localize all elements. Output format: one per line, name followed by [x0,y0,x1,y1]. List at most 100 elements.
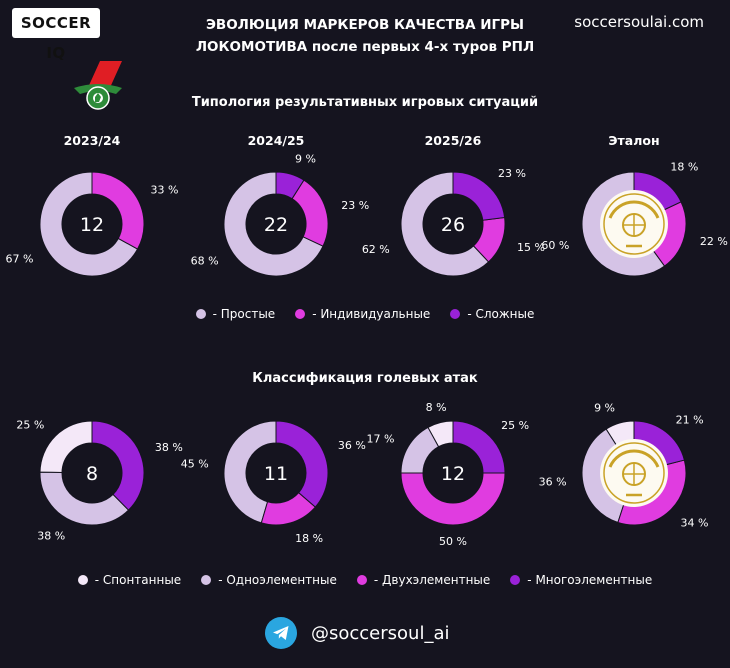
donut-slice-individual [291,179,329,247]
legend-item-individual: - Индивидуальные [295,307,430,321]
data-label: 21 % [676,413,704,426]
telegram-icon[interactable] [265,617,297,649]
club-world-cup-badge [600,439,668,507]
badge-arc-text [608,200,660,219]
badge-ring [603,442,665,504]
data-label: 9 % [594,402,615,415]
donut-hole [424,195,482,253]
donut-hole [424,444,482,502]
legend-dot-one-element [201,575,212,585]
data-label: 50 % [439,535,467,548]
website-link[interactable]: soccersoulai.com [574,13,704,31]
data-label: 18 % [670,161,698,174]
donut-slice-individual [472,216,506,263]
legend-dot-spontaneous [77,575,88,585]
donut-hole [63,444,121,502]
data-label: 62 % [362,243,390,256]
badge-ring [603,193,665,255]
donut-hole [63,195,121,253]
season-label-2: 2024/25 [247,133,305,148]
section1-title: Типология результативных игровых ситуаци… [191,95,539,110]
legend-label-one-element: - Одноэлементные [218,573,337,587]
legend-item-one-element: - Одноэлементные [201,573,337,587]
data-label: 25 % [16,419,44,432]
center-value: 12 [80,214,104,236]
page-title-line1: ЭВОЛЮЦИЯ МАРКЕРОВ КАЧЕСТВА ИГРЫ [206,17,524,33]
lokomotiv-logo [74,61,122,110]
legend-label-complex: - Сложные [467,307,535,321]
data-label: 23 % [498,167,526,180]
soccer-iq-logo: SOCCER IQ [12,8,100,62]
legend-attacks: - Спонтанные - Одноэлементные - Двухэлем… [0,573,730,587]
legend-dot-individual [295,309,306,319]
data-label: 15 % [517,241,545,254]
season-label-4: Эталон [608,133,660,148]
donut-slice-complex [452,171,506,221]
center-value: 26 [441,214,465,236]
badge-arc-text [608,449,660,468]
season-label-1: 2023/24 [63,133,121,148]
center-value: 12 [441,463,465,485]
page-title-line2: ЛОКОМОТИВА после первых 4-х туров РПЛ [195,39,535,55]
club-world-cup-badge [600,190,668,258]
donut-slice-multi-element [275,420,329,508]
donut-slice-simple [400,171,490,277]
donut-slice-individual [91,171,145,250]
data-label: 36 % [338,439,366,452]
telegram-plane-icon [273,626,289,640]
footer: @soccersoul_ai [265,616,450,650]
legend-situations: - Простые - Индивидуальные - Сложные [0,307,730,321]
data-label: 9 % [295,153,316,166]
badge-globe-lines [623,214,645,236]
legend-label-spontaneous: - Спонтанные [94,573,182,587]
data-label: 67 % [6,253,34,266]
data-label: 33 % [151,183,179,196]
donut-slice-simple [39,171,139,277]
badge-globe-lines [623,463,645,485]
data-label: 18 % [295,532,323,545]
data-label: 34 % [681,517,709,530]
data-label: 60 % [541,239,569,252]
season-label-3: 2025/26 [424,133,482,148]
legend-label-simple: - Простые [212,307,276,321]
legend-item-two-element: - Двухэлементные [356,573,491,587]
center-value: 8 [86,463,98,485]
data-label: 38 % [155,441,183,454]
data-label: 17 % [367,432,395,445]
donut-slice-two-element [400,472,506,526]
legend-dot-simple [195,309,206,319]
legend-dot-multi-element [510,575,521,585]
donut-slice-complex [275,171,305,200]
data-label: 25 % [501,419,529,432]
legend-item-spontaneous: - Спонтанные [77,573,182,587]
data-label: 8 % [426,401,447,414]
donut-slice-simple [223,171,324,277]
legend-item-multi-element: - Многоэлементные [510,573,652,587]
legend-label-individual: - Индивидуальные [312,307,431,321]
donut-slice-one-element [223,420,277,524]
telegram-handle[interactable]: @soccersoul_ai [311,622,450,644]
data-label: 36 % [539,476,567,489]
section2-title: Классификация голевых атак [252,371,478,386]
data-label: 22 % [700,235,728,248]
legend-dot-two-element [356,575,367,585]
legend-item-simple: - Простые [195,307,276,321]
legend-dot-complex [450,309,461,319]
legend-label-two-element: - Двухэлементные [373,573,491,587]
donut-slice-one-element [39,471,130,526]
center-value: 22 [264,214,288,236]
donut-hole [247,444,305,502]
donut-hole [247,195,305,253]
donut-slice-two-element [260,491,317,526]
donut-slice-multi-element [91,420,145,511]
data-label: 68 % [191,254,219,267]
legend-label-multi-element: - Многоэлементные [527,573,653,587]
legend-item-complex: - Сложные [450,307,534,321]
data-label: 38 % [37,530,65,543]
donut-slice-one-element [400,426,440,474]
data-label: 23 % [341,199,369,212]
donut-slice-multi-element [452,420,506,474]
center-value: 11 [264,463,288,485]
